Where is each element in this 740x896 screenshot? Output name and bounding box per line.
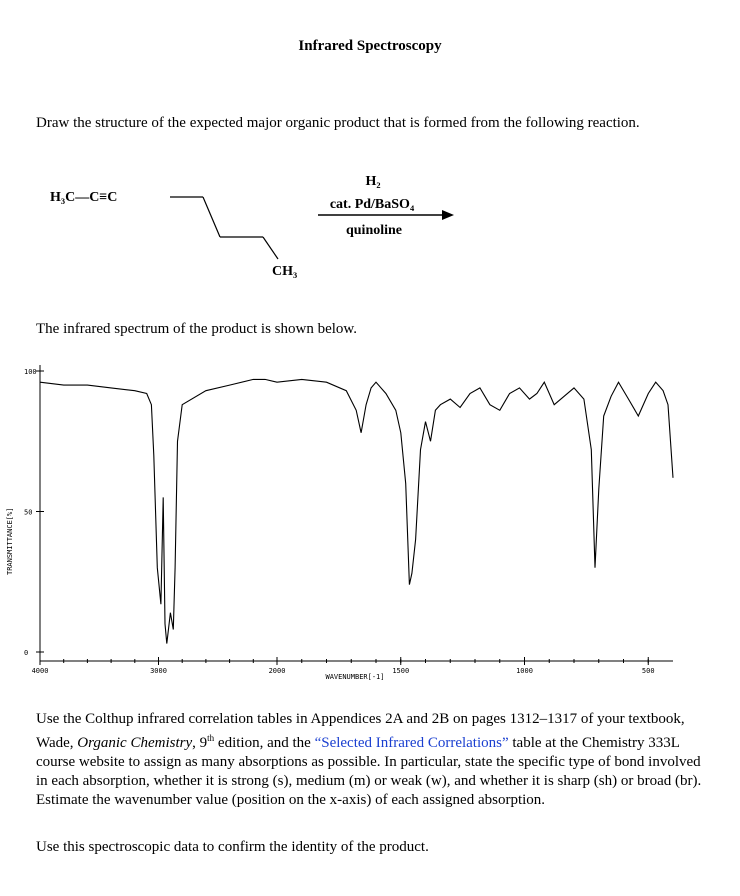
spectrum-intro: The infrared spectrum of the product is … [36, 321, 358, 337]
ir-series-line [39, 378, 674, 644]
x-tick-label-0: 4000 [32, 667, 49, 675]
textbook-title: Organic Chemistry [77, 735, 193, 751]
page-title: Infrared Spectroscopy [298, 38, 442, 54]
x-tick-label-4: 1000 [516, 667, 533, 675]
y-tick-label-1: 50 [24, 509, 32, 517]
y-tick-label-2: 0 [24, 649, 28, 657]
instructions-text-e: table at the Chemistry 333L course websi… [36, 735, 702, 808]
arrow-head [442, 210, 454, 220]
question-text: Draw the structure of the expected major… [36, 115, 640, 131]
reagent-line1: H₂ [365, 174, 380, 189]
reactant-right-group: CH₃ [272, 264, 297, 279]
reagent-line3: quinoline [346, 223, 402, 238]
bond-chain-2 [202, 196, 221, 238]
reactant-left-group: H₃C—C≡C [50, 190, 117, 205]
x-tick-label-2: 2000 [269, 667, 286, 675]
confirm-text: Use this spectroscopic data to confirm t… [36, 839, 429, 855]
instructions-text-a: Use the Colthup infrared correlation tab… [36, 711, 685, 751]
correlations-link[interactable]: “Selected Infrared Correlations” [314, 735, 509, 751]
y-tick-label-0: 100 [24, 368, 37, 376]
x-tick-label-5: 500 [642, 667, 655, 675]
reagent-line2: cat. Pd/BaSO₄ [330, 197, 415, 212]
bond-chain-4 [262, 236, 279, 260]
x-tick-label-3: 1500 [392, 667, 409, 675]
edition-superscript: th [207, 733, 215, 743]
instructions-text-d: edition, and the [214, 735, 315, 751]
reaction-scheme: H₃C—C≡C CH₃ H₂ cat. Pd/BaSO₄ quinoline [50, 174, 454, 279]
x-axis-label: WAVENUMBER[-1] [325, 673, 384, 681]
instructions-text-c: , 9 [192, 735, 208, 751]
y-axis-label: TRANSMITTANCE[%] [6, 508, 14, 575]
instructions-paragraph: Use the Colthup infrared correlation tab… [36, 710, 708, 810]
x-tick-label-1: 3000 [150, 667, 167, 675]
